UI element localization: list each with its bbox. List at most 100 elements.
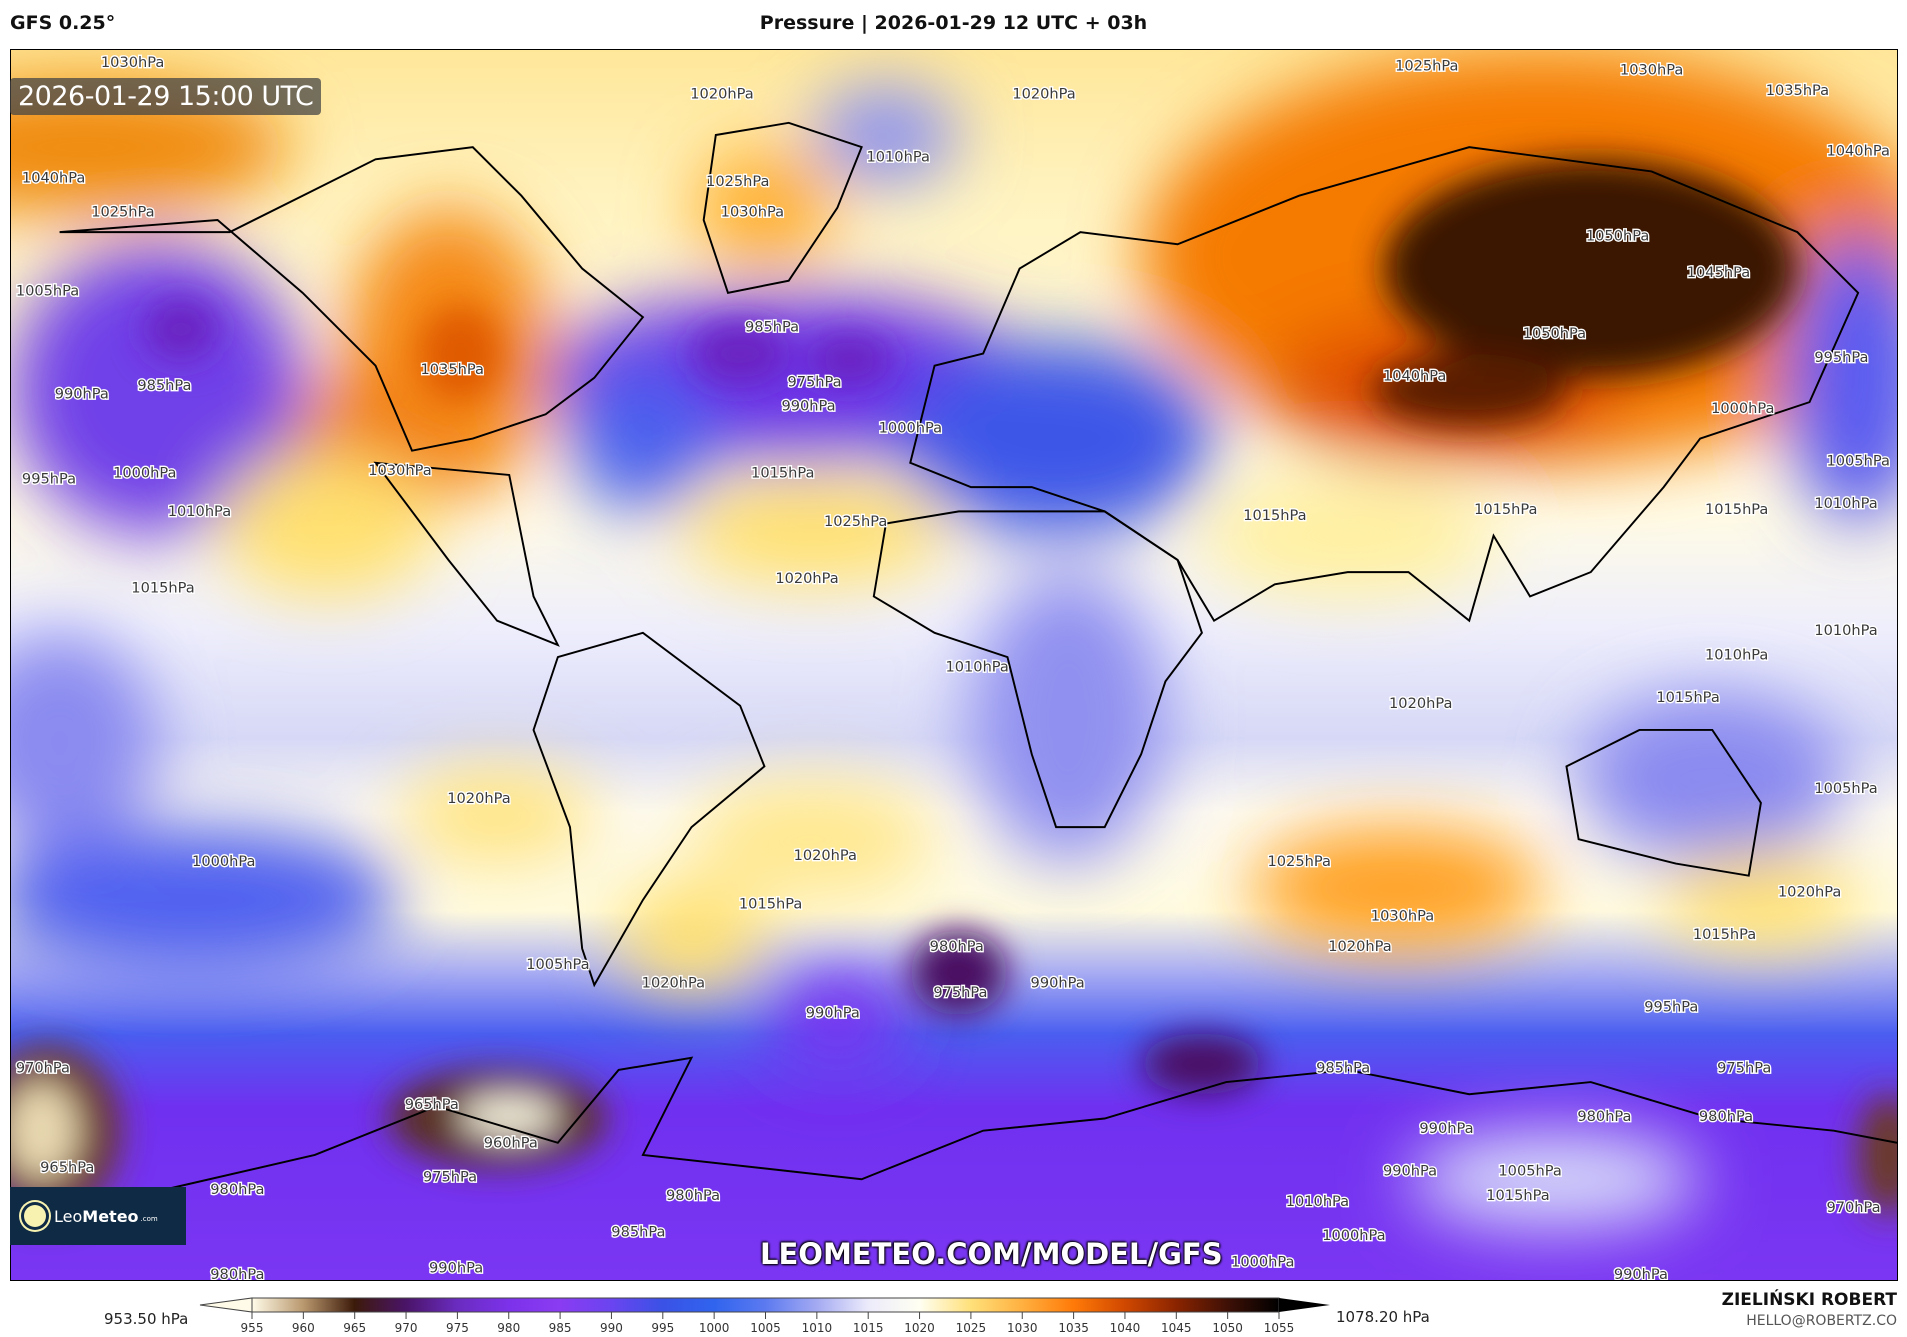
contour-label: 1000hPa <box>879 419 942 436</box>
contour-label: 1020hPa <box>1328 938 1391 955</box>
contour-label: 1025hPa <box>91 203 154 220</box>
contour-label: 1000hPa <box>1231 1254 1294 1271</box>
colorbar: 955 960 965 970 975 980 985 990 995 1000 1005 1010 1… <box>199 1297 1330 1335</box>
contour-label: 990hPa <box>55 385 109 402</box>
colorbar-tick-label: 975 <box>446 1321 469 1335</box>
contour-label: 985hPa <box>137 377 191 394</box>
colorbar-tick-label: 1030 <box>1007 1321 1038 1335</box>
watermark-url: LEOMETEO.COM/MODEL/GFS <box>760 1237 1223 1271</box>
contour-label: 965hPa <box>40 1159 94 1176</box>
logo-tld: .com <box>140 1215 158 1223</box>
colorbar-tick-label: 985 <box>549 1321 572 1335</box>
colorbar-tick-label: 1015 <box>853 1321 884 1335</box>
contour-label: 975hPa <box>788 373 842 390</box>
author-email[interactable]: HELLO@ROBERTZ.CO <box>1746 1313 1897 1329</box>
contour-label: 970hPa <box>16 1059 70 1076</box>
colorbar-max-arrow <box>1279 1298 1330 1312</box>
contour-label: 1005hPa <box>1814 780 1877 797</box>
contour-label: 1025hPa <box>824 513 887 530</box>
contour-label: 1020hPa <box>794 847 857 864</box>
contour-label: 1050hPa <box>1523 325 1586 342</box>
contour-label: 980hPa <box>666 1187 720 1204</box>
colorbar-tick-label: 980 <box>497 1321 520 1335</box>
sun-icon <box>24 1205 46 1227</box>
contour-label: 1005hPa <box>1827 452 1890 469</box>
colorbar-tick-label: 1000 <box>699 1321 730 1335</box>
contour-label: 1050hPa <box>1586 228 1649 245</box>
contour-label: 1015hPa <box>739 895 802 912</box>
contour-label: 1040hPa <box>22 169 85 186</box>
contour-label: 990hPa <box>1031 974 1085 991</box>
contour-label: 1030hPa <box>101 54 164 71</box>
colorbar-min-label: 953.50 hPa <box>104 1310 189 1328</box>
contour-label: 1030hPa <box>721 203 784 220</box>
colorbar-tick-label: 1040 <box>1110 1321 1141 1335</box>
contour-label: 995hPa <box>1644 999 1698 1016</box>
contour-label: 1010hPa <box>1705 647 1768 664</box>
contour-label: 1020hPa <box>1778 883 1841 900</box>
model-label: GFS 0.25° <box>10 12 116 34</box>
contour-label: 1015hPa <box>1486 1187 1549 1204</box>
contour-label: 1025hPa <box>1268 853 1331 870</box>
contour-label: 1015hPa <box>1656 689 1719 706</box>
contour-label: 980hPa <box>1577 1108 1631 1125</box>
contour-label: 1030hPa <box>368 462 431 479</box>
contour-label: 1020hPa <box>690 86 753 103</box>
leometeo-logo[interactable]: Leo Meteo .com <box>10 1187 186 1245</box>
contour-label: 1030hPa <box>1371 908 1434 925</box>
contour-labels: 1030hPa 1040hPa 1025hPa 1005hPa 990hPa 985hPa… <box>15 53 1892 1280</box>
contour-label: 990hPa <box>781 398 835 415</box>
contour-label: 1020hPa <box>775 570 838 587</box>
contour-label: 970hPa <box>1827 1199 1881 1216</box>
contour-label: 965hPa <box>405 1096 459 1113</box>
contour-label: 990hPa <box>1419 1120 1473 1137</box>
colorbar-min-arrow <box>199 1297 253 1313</box>
colorbar-tick-label: 1055 <box>1264 1321 1295 1335</box>
contour-label: 1010hPa <box>1286 1193 1349 1210</box>
author-name: ZIELIŃSKI ROBERT <box>1721 1290 1897 1310</box>
contour-label: 1020hPa <box>642 974 705 991</box>
contour-label: 1005hPa <box>526 956 589 973</box>
contour-label: 1020hPa <box>447 790 510 807</box>
contour-label: 975hPa <box>933 984 987 1001</box>
contour-label: 980hPa <box>1699 1108 1753 1125</box>
contour-label: 1000hPa <box>1322 1227 1385 1244</box>
contour-label: 985hPa <box>611 1223 665 1240</box>
contour-label: 1010hPa <box>945 659 1008 676</box>
chart-title: Pressure | 2026-01-29 12 UTC + 03h <box>759 12 1148 34</box>
colorbar-tick-label: 1035 <box>1058 1321 1089 1335</box>
contour-label: 995hPa <box>22 470 76 487</box>
contour-label: 1015hPa <box>1693 926 1756 943</box>
contour-label: 1015hPa <box>751 464 814 481</box>
colorbar-tick-label: 990 <box>600 1321 623 1335</box>
logo-meteo: Meteo <box>82 1206 139 1226</box>
contour-label: 975hPa <box>1717 1059 1771 1076</box>
contour-label: 1040hPa <box>1383 367 1446 384</box>
contour-label: 1010hPa <box>1814 495 1877 512</box>
contour-label: 990hPa <box>429 1260 483 1277</box>
colorbar-tick-label: 1010 <box>802 1321 833 1335</box>
contour-label: 1005hPa <box>16 282 79 299</box>
contour-label: 960hPa <box>484 1135 538 1152</box>
coastlines <box>11 121 1897 1205</box>
contour-label: 1020hPa <box>1389 695 1452 712</box>
contour-label: 1000hPa <box>192 853 255 870</box>
contour-label: 1035hPa <box>421 361 484 378</box>
colorbar-tick-label: 995 <box>651 1321 674 1335</box>
contour-label: 1030hPa <box>1620 61 1683 78</box>
colorbar-tick-label: 1005 <box>750 1321 781 1335</box>
colorbar-tick-label: 970 <box>395 1321 418 1335</box>
colorbar-gradient <box>251 1297 1280 1313</box>
contour-label: 1015hPa <box>1705 501 1768 518</box>
colorbar-tick-label: 1020 <box>904 1321 935 1335</box>
contour-label: 980hPa <box>930 938 984 955</box>
contour-label: 995hPa <box>1814 349 1868 366</box>
contour-label: 990hPa <box>1383 1163 1437 1180</box>
logo-leo: Leo <box>54 1206 83 1226</box>
contour-label: 1015hPa <box>1474 501 1537 518</box>
contour-label: 1040hPa <box>1827 143 1890 160</box>
contour-label: 1015hPa <box>1243 507 1306 524</box>
contour-label: 1035hPa <box>1766 82 1829 99</box>
contour-label: 980hPa <box>210 1266 264 1280</box>
colorbar-tick-label: 955 <box>241 1321 264 1335</box>
